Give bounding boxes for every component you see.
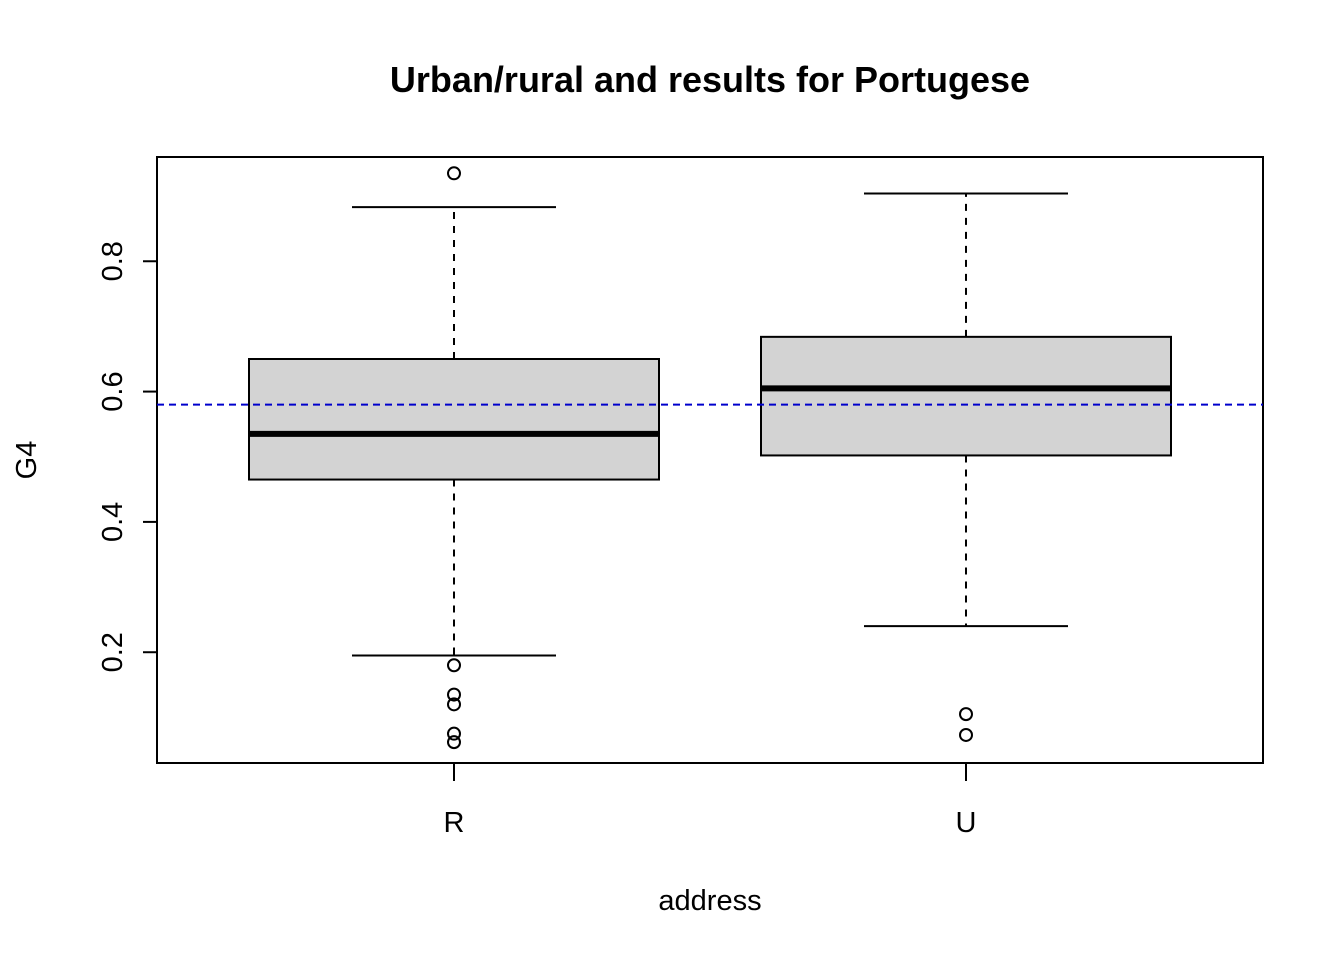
y-tick-label: 0.8 <box>97 241 129 281</box>
y-tick-label: 0.6 <box>97 371 129 411</box>
outlier-point <box>447 735 461 750</box>
outlier-point <box>447 697 461 712</box>
outlier-point <box>447 166 461 181</box>
box-u <box>760 192 1172 742</box>
outlier-point <box>447 726 461 741</box>
outlier-point <box>447 658 461 673</box>
x-axis-label: address <box>658 885 761 917</box>
box-r <box>248 166 660 750</box>
y-axis-label: G4 <box>11 441 43 480</box>
plot-frame <box>156 156 1264 764</box>
x-tick-label: R <box>444 807 465 839</box>
outlier-point <box>447 687 461 702</box>
boxes <box>248 166 1172 750</box>
chart-title: Urban/rural and results for Portugese <box>390 59 1030 100</box>
y-axis: 0.2 0.4 0.6 0.8 <box>97 241 157 672</box>
y-tick-label: 0.4 <box>97 502 129 542</box>
outlier-point <box>959 727 973 742</box>
iqr-box <box>760 335 1172 457</box>
x-tick-label: U <box>956 807 977 839</box>
iqr-box <box>248 358 660 481</box>
outlier-point <box>959 707 973 722</box>
y-tick-label: 0.2 <box>97 632 129 672</box>
